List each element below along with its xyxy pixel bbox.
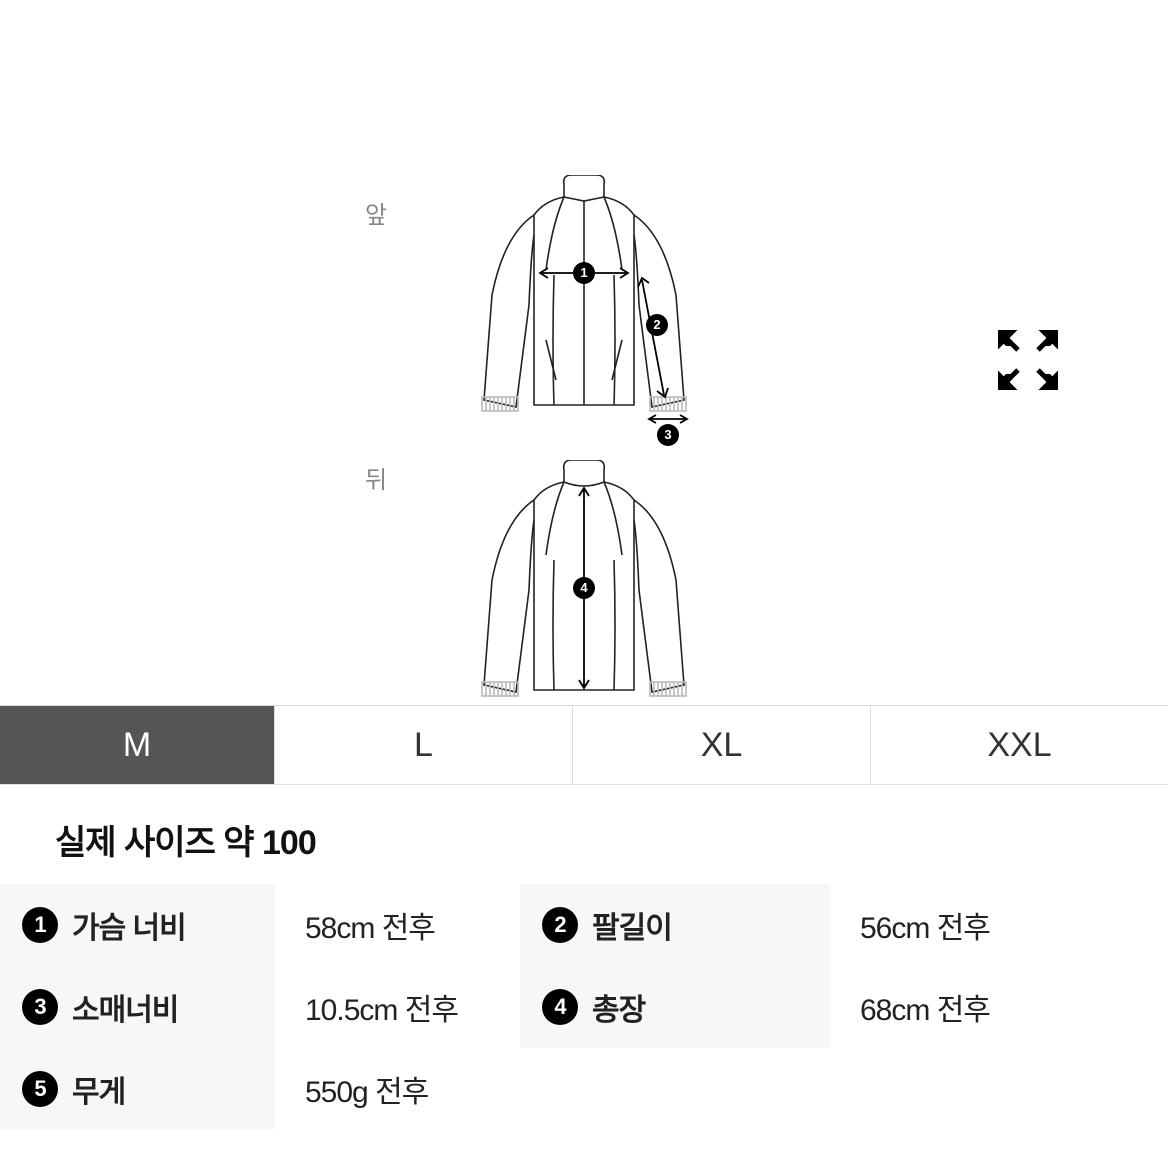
actual-size-subtitle: 실제 사이즈 약 100 xyxy=(0,785,1168,884)
jacket-back-diagram: 4 xyxy=(474,460,694,705)
label-total-length-text: 총장 xyxy=(592,985,645,1029)
label-sleeve-length-text: 팔길이 xyxy=(592,903,672,947)
marker-3: 3 xyxy=(664,427,671,442)
measure-label-sleeve-length: 2 팔길이 xyxy=(520,884,830,966)
label-chest-text: 가슴 너비 xyxy=(72,903,186,947)
measure-value-cuff: 10.5cm 전후 xyxy=(275,966,520,1048)
measure-value-sleeve-length: 56cm 전후 xyxy=(830,884,1090,966)
badge-2: 2 xyxy=(542,907,578,943)
back-view-label: 뒤 xyxy=(365,460,387,495)
measure-label-chest: 1 가슴 너비 xyxy=(0,884,275,966)
expand-icon[interactable] xyxy=(998,330,1058,390)
measure-label-cuff: 3 소매너비 xyxy=(0,966,275,1048)
measure-value-total-length: 68cm 전후 xyxy=(830,966,1090,1048)
measure-label-total-length: 4 총장 xyxy=(520,966,830,1048)
measurements-table: 1 가슴 너비 58cm 전후 2 팔길이 56cm 전후 3 소매너비 10.… xyxy=(0,884,1090,1130)
front-view-label: 앞 xyxy=(365,195,387,230)
tab-xxl[interactable]: XXL xyxy=(871,706,1168,784)
marker-2: 2 xyxy=(653,317,660,332)
marker-1: 1 xyxy=(580,265,587,280)
label-cuff-text: 소매너비 xyxy=(72,985,178,1029)
measure-label-weight: 5 무게 xyxy=(0,1048,275,1130)
tab-m[interactable]: M xyxy=(0,706,275,784)
size-diagram-area: 앞 뒤 xyxy=(0,0,1168,705)
size-tabs: M L XL XXL xyxy=(0,705,1168,785)
badge-5: 5 xyxy=(22,1071,58,1107)
marker-4: 4 xyxy=(580,580,588,595)
measure-value-weight: 550g 전후 xyxy=(275,1048,520,1130)
badge-3: 3 xyxy=(22,989,58,1025)
jacket-front-diagram: 1 2 3 xyxy=(474,175,694,450)
label-weight-text: 무게 xyxy=(72,1067,125,1111)
badge-1: 1 xyxy=(22,907,58,943)
measure-value-chest: 58cm 전후 xyxy=(275,884,520,966)
tab-xl[interactable]: XL xyxy=(573,706,871,784)
tab-l[interactable]: L xyxy=(275,706,573,784)
badge-4: 4 xyxy=(542,989,578,1025)
